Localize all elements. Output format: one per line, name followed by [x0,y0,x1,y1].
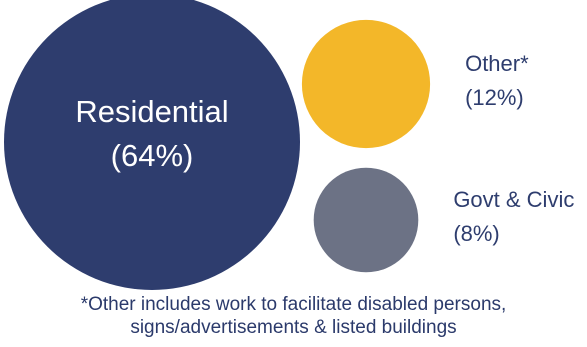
bubble-label-residential: Residential [75,94,228,129]
footnote-line-1: *Other includes work to facilitate disab… [80,294,507,315]
bubble-pct-govt-civic: (8%) [453,221,499,246]
bubble-pct-other: (12%) [465,85,524,110]
bubble-label-govt-civic: Govt & Civic [453,187,574,212]
bubble-pct-residential: (64%) [111,138,194,173]
bubble-other [301,19,431,149]
bubble-govt-civic [313,167,419,273]
footnote-line-2: signs/advertisements & listed buildings [130,317,457,338]
bubble-label-other: Other* [465,51,529,76]
bubble-residential [4,0,300,290]
